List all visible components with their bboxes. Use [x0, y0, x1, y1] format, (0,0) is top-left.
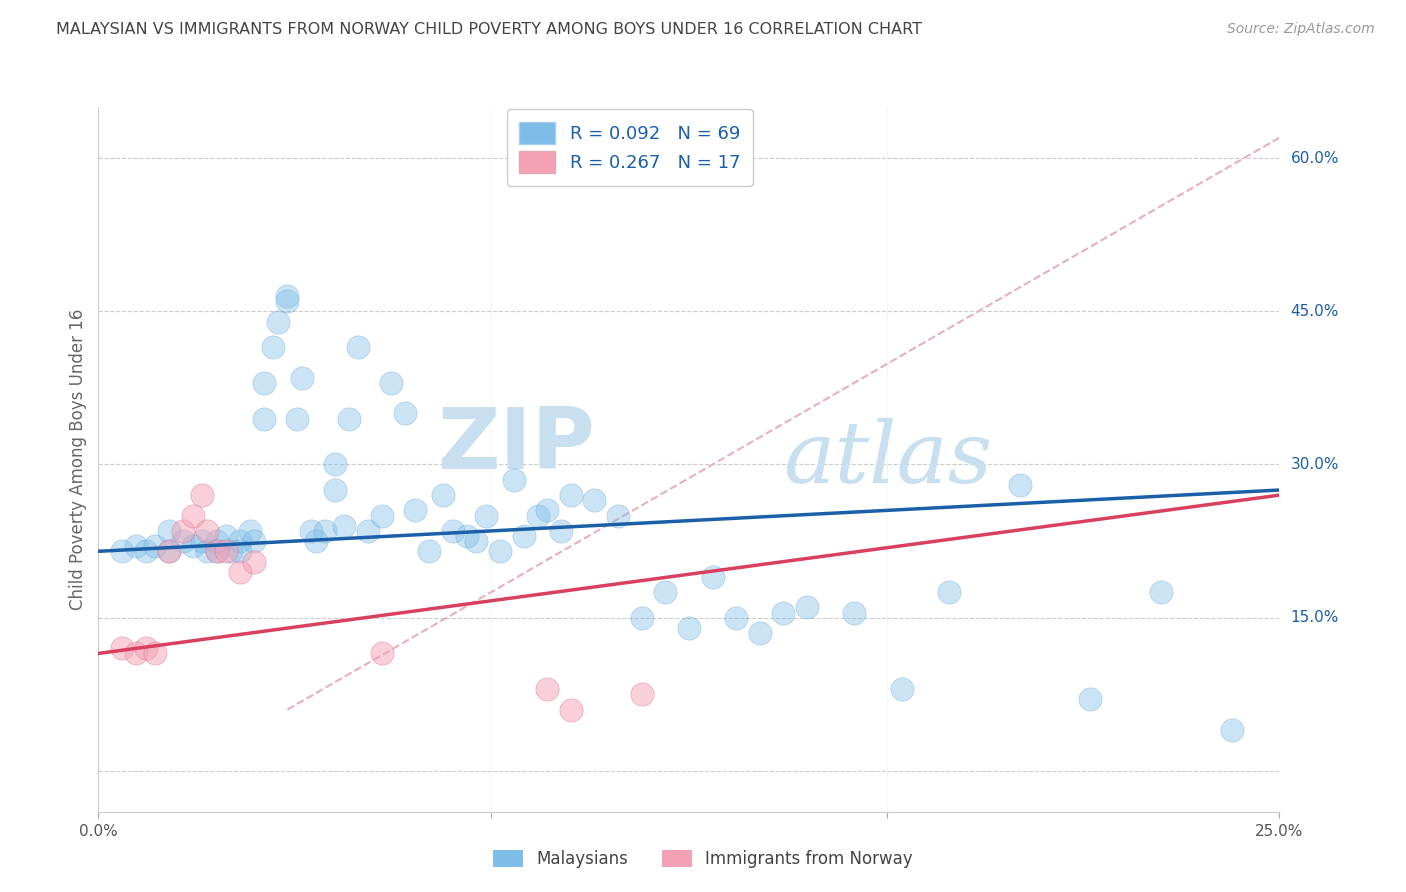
Point	[725, 610, 748, 624]
Point	[357, 524, 380, 538]
Point	[172, 534, 194, 549]
Point	[157, 544, 180, 558]
Point	[333, 518, 356, 533]
Text: atlas: atlas	[783, 418, 993, 500]
Legend: R = 0.092   N = 69, R = 0.267   N = 17: R = 0.092 N = 69, R = 0.267 N = 17	[506, 109, 754, 186]
Point	[938, 585, 960, 599]
Point	[205, 544, 228, 558]
Y-axis label: Child Poverty Among Boys Under 16: Child Poverty Among Boys Under 16	[69, 309, 87, 610]
Point	[536, 682, 558, 697]
Point	[195, 524, 218, 538]
Point	[253, 376, 276, 390]
Point	[157, 524, 180, 538]
Point	[560, 488, 582, 502]
Point	[1150, 585, 1173, 599]
Point	[371, 508, 394, 523]
Point	[772, 606, 794, 620]
Point	[285, 411, 308, 425]
Point	[512, 529, 534, 543]
Point	[290, 370, 312, 384]
Point	[239, 524, 262, 538]
Point	[607, 508, 630, 523]
Point	[323, 458, 346, 472]
Point	[111, 641, 134, 656]
Point	[550, 524, 572, 538]
Point	[191, 488, 214, 502]
Point	[191, 534, 214, 549]
Point	[205, 544, 228, 558]
Point	[526, 508, 548, 523]
Point	[299, 524, 322, 538]
Point	[267, 314, 290, 328]
Point	[1080, 692, 1102, 706]
Point	[371, 647, 394, 661]
Point	[229, 565, 252, 579]
Point	[135, 544, 157, 558]
Point	[276, 294, 298, 309]
Point	[748, 626, 770, 640]
Point	[394, 406, 416, 420]
Point	[678, 621, 700, 635]
Point	[229, 534, 252, 549]
Point	[157, 544, 180, 558]
Point	[172, 524, 194, 538]
Point	[347, 340, 370, 354]
Point	[1008, 478, 1031, 492]
Point	[503, 473, 526, 487]
Point	[243, 534, 266, 549]
Point	[796, 600, 818, 615]
Point	[135, 641, 157, 656]
Point	[489, 544, 512, 558]
Point	[305, 534, 328, 549]
Point	[215, 529, 238, 543]
Point	[276, 289, 298, 303]
Point	[560, 703, 582, 717]
Point	[418, 544, 440, 558]
Point	[844, 606, 866, 620]
Point	[229, 544, 252, 558]
Point	[536, 503, 558, 517]
Point	[215, 544, 238, 558]
Point	[890, 682, 912, 697]
Text: ZIP: ZIP	[437, 404, 595, 487]
Point	[456, 529, 478, 543]
Point	[630, 687, 652, 701]
Text: 60.0%: 60.0%	[1291, 151, 1339, 166]
Text: Source: ZipAtlas.com: Source: ZipAtlas.com	[1227, 22, 1375, 37]
Point	[262, 340, 284, 354]
Point	[125, 539, 148, 553]
Point	[380, 376, 402, 390]
Text: 15.0%: 15.0%	[1291, 610, 1339, 625]
Point	[314, 524, 336, 538]
Point	[404, 503, 426, 517]
Point	[195, 544, 218, 558]
Point	[219, 544, 242, 558]
Text: 30.0%: 30.0%	[1291, 457, 1339, 472]
Point	[205, 534, 228, 549]
Point	[125, 647, 148, 661]
Point	[583, 493, 606, 508]
Point	[337, 411, 360, 425]
Point	[253, 411, 276, 425]
Point	[243, 554, 266, 568]
Point	[475, 508, 498, 523]
Point	[432, 488, 454, 502]
Point	[111, 544, 134, 558]
Point	[630, 610, 652, 624]
Point	[143, 647, 166, 661]
Point	[181, 508, 204, 523]
Point	[654, 585, 676, 599]
Legend: Malaysians, Immigrants from Norway: Malaysians, Immigrants from Norway	[486, 843, 920, 875]
Text: 45.0%: 45.0%	[1291, 304, 1339, 318]
Text: MALAYSIAN VS IMMIGRANTS FROM NORWAY CHILD POVERTY AMONG BOYS UNDER 16 CORRELATIO: MALAYSIAN VS IMMIGRANTS FROM NORWAY CHIL…	[56, 22, 922, 37]
Point	[181, 539, 204, 553]
Point	[323, 483, 346, 497]
Point	[143, 539, 166, 553]
Point	[465, 534, 488, 549]
Point	[1220, 723, 1243, 737]
Point	[441, 524, 464, 538]
Point	[702, 570, 724, 584]
